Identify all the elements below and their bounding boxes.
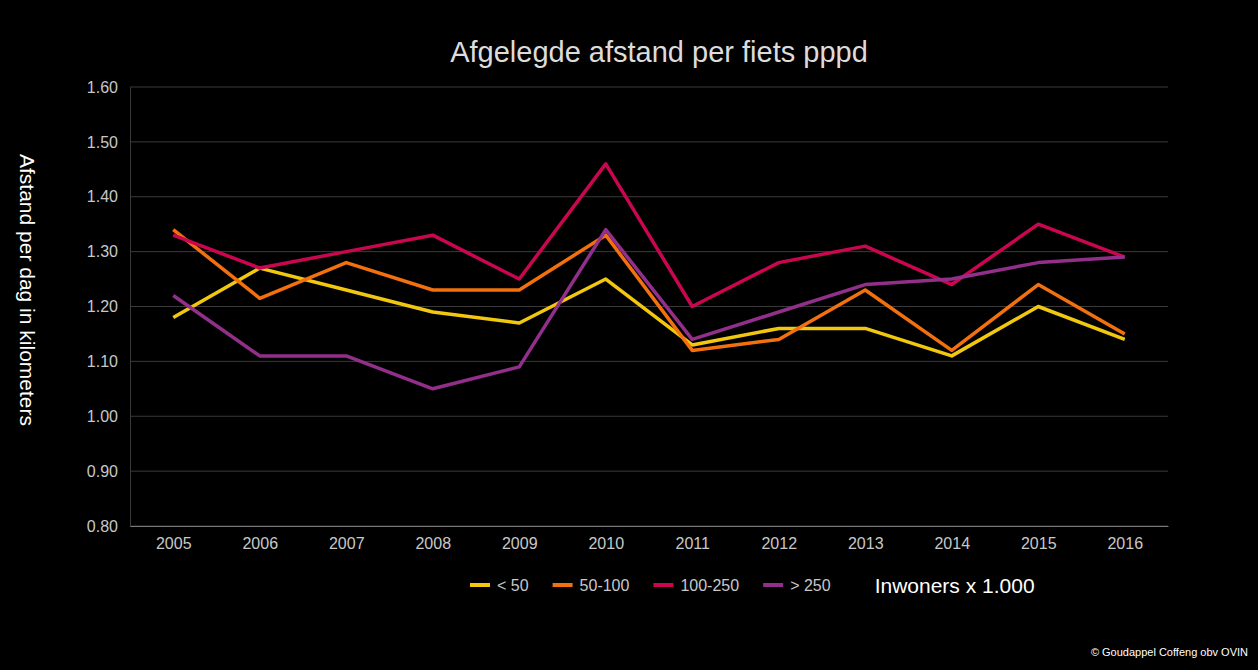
y-tick: 1.50: [87, 133, 130, 150]
x-tick: 2005: [156, 526, 192, 552]
legend-swatch: [470, 583, 490, 587]
x-tick-label: 2007: [329, 535, 365, 552]
x-tick: 2007: [329, 526, 365, 552]
legend-label: < 50: [497, 577, 529, 594]
x-tick-label: 2009: [502, 535, 538, 552]
x-tick-label: 2015: [1021, 535, 1057, 552]
legend: < 50 50-100 100-250 > 250: [470, 577, 831, 594]
x-tick-label: 2008: [415, 535, 451, 552]
y-tick: 1.10: [87, 353, 130, 370]
title: Afgelegde afstand per fiets pppd: [450, 36, 868, 68]
x-axis: 2005 2006 2007 2008 2009 2010 2011 2012 2013 2014…: [131, 526, 1169, 552]
grid: [130, 87, 1168, 526]
x-tick: 2013: [848, 526, 884, 552]
x-tick: 2016: [1107, 526, 1143, 552]
grid-line: [130, 526, 1168, 527]
y-tick: 0.80: [87, 518, 130, 535]
x-tick: 2011: [676, 526, 711, 552]
series-line: [173, 230, 1125, 351]
y-tick-label: 0.80: [87, 518, 118, 535]
y-axis-title: Afstand per dag in kilometers: [16, 154, 39, 426]
x-tick-label: 2011: [676, 535, 711, 552]
x-tick-label: 2006: [242, 535, 278, 552]
y-tick: 1.60: [87, 79, 130, 96]
y-tick-label: 1.50: [87, 133, 118, 150]
x-tick-label: 2010: [588, 535, 624, 552]
lines: [173, 164, 1125, 389]
chart: 0.80 0.90 1.00 1.10 1.20 1.30 1.40 1.50 1.60 2005…: [0, 0, 1258, 670]
x-tick: 2009: [502, 526, 538, 552]
x-tick-label: 2013: [848, 535, 884, 552]
y-axis: 0.80 0.90 1.00 1.10 1.20 1.30 1.40 1.50 1.60: [87, 79, 131, 535]
y-tick-label: 1.10: [87, 353, 118, 370]
legend-label: > 250: [790, 577, 831, 594]
grid-line: [130, 471, 1168, 472]
source-note: © Goudappel Coffeng obv OVIN: [1091, 646, 1248, 658]
x-tick-label: 2016: [1107, 535, 1143, 552]
y-tick-label: 1.40: [87, 188, 118, 205]
legend-swatch: [553, 583, 573, 587]
y-tick-label: 0.90: [87, 463, 118, 480]
legend-swatch: [653, 583, 673, 587]
legend-label: 100-250: [680, 577, 739, 594]
x-axis-line: [131, 526, 1169, 527]
y-tick: 1.00: [87, 408, 130, 425]
grid-line: [130, 196, 1168, 197]
grid-line: [130, 87, 1168, 88]
y-axis-line: [130, 88, 131, 527]
y-tick-label: 1.30: [87, 243, 118, 260]
x-tick-label: 2005: [156, 535, 192, 552]
x-tick: 2010: [588, 526, 624, 552]
legend-swatch: [763, 583, 783, 587]
y-tick: 0.90: [87, 463, 130, 480]
x-tick-label: 2012: [761, 535, 797, 552]
y-tick: 1.20: [87, 298, 130, 315]
x-tick: 2015: [1021, 526, 1057, 552]
legend-title: Inwoners x 1.000: [875, 574, 1035, 597]
grid-line: [130, 416, 1168, 417]
legend-label: 50-100: [580, 577, 630, 594]
grid-line: [130, 361, 1168, 362]
y-tick-label: 1.00: [87, 408, 118, 425]
x-tick: 2008: [415, 526, 451, 552]
y-tick: 1.40: [87, 188, 130, 205]
grid-line: [130, 141, 1168, 142]
y-tick-label: 1.20: [87, 298, 118, 315]
series-line: [173, 230, 1125, 389]
x-tick: 2014: [934, 526, 970, 552]
x-tick: 2006: [242, 526, 278, 552]
x-tick: 2012: [761, 526, 797, 552]
x-tick-label: 2014: [934, 535, 970, 552]
y-tick: 1.30: [87, 243, 130, 260]
y-tick-label: 1.60: [87, 79, 118, 96]
grid-line: [130, 251, 1168, 252]
series-line: [173, 268, 1125, 356]
